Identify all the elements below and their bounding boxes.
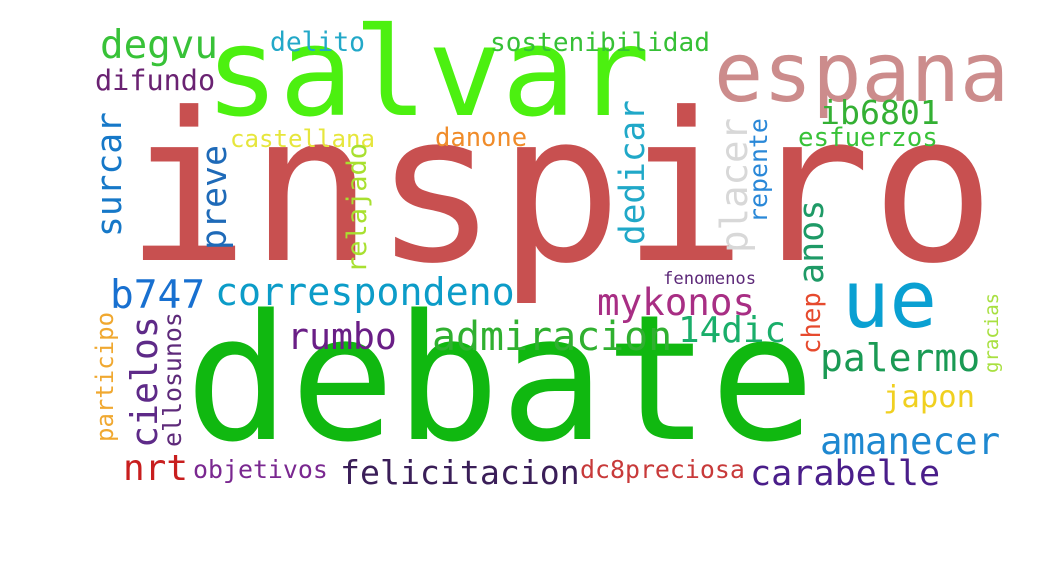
- word-debate: debate: [185, 277, 815, 481]
- word-surcar: surcar: [90, 112, 131, 237]
- word-esfuerzos: esfuerzos: [798, 123, 938, 154]
- word-sostenibilidad: sostenibilidad: [490, 28, 710, 59]
- word-fenomenos: fenomenos: [663, 268, 757, 289]
- word-mykonos: mykonos: [597, 279, 756, 324]
- word-b747: b747: [110, 272, 206, 319]
- word-ue: ue: [842, 253, 937, 346]
- word-correspondeno: correspondeno: [215, 269, 515, 315]
- word-salvar: salvar: [205, 1, 650, 145]
- word-anos: anos: [792, 199, 832, 284]
- word-delito: delito: [270, 28, 365, 59]
- word-espana: espana: [714, 25, 1010, 121]
- word-felicitacion: felicitacion: [340, 453, 580, 493]
- word-gracias: gracias: [980, 292, 1003, 373]
- word-rumbo: rumbo: [287, 315, 397, 359]
- word-degvu: degvu: [100, 23, 218, 69]
- word-cielos: cielos: [123, 316, 167, 448]
- word-ib6801: ib6801: [820, 93, 940, 133]
- word-relajado: relajado: [341, 142, 373, 273]
- word-japon: japon: [883, 379, 976, 415]
- word-objetivos: objetivos: [193, 455, 328, 485]
- word-dedicar: dedicar: [613, 100, 654, 245]
- word-inspiro: inspiro: [125, 68, 996, 310]
- word-difundo: difundo: [95, 63, 216, 97]
- word-danone: danone: [435, 122, 528, 153]
- word-repente: repente: [744, 118, 774, 223]
- word-admiracion: admiracion: [432, 314, 673, 361]
- word-14dic: 14dic: [678, 310, 787, 352]
- word-nrt: nrt: [123, 447, 189, 489]
- word-preve: preve: [195, 144, 236, 250]
- word-palermo: palermo: [820, 336, 981, 381]
- word-participo: participo: [90, 311, 119, 442]
- word-carabelle: carabelle: [750, 452, 941, 494]
- word-dc8preciosa: dc8preciosa: [580, 455, 745, 485]
- word-amanecer: amanecer: [820, 418, 1001, 463]
- word-castellana: castellana: [230, 124, 376, 153]
